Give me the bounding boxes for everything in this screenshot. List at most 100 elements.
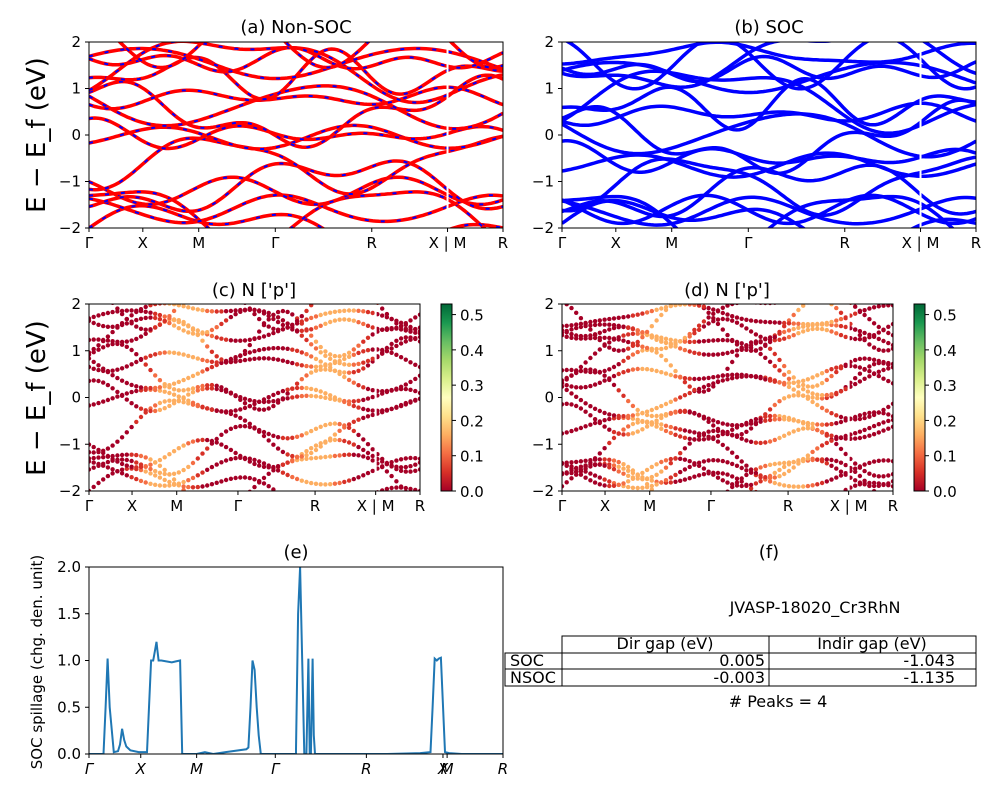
panel-c-point bbox=[129, 401, 134, 406]
panel-c-point bbox=[380, 408, 385, 413]
panel-d-point bbox=[834, 323, 839, 328]
panel-d-point bbox=[588, 323, 593, 328]
panel-d-cbtick-label: 0.1 bbox=[933, 448, 957, 466]
panel-d-point bbox=[668, 475, 673, 480]
panel-c-point bbox=[370, 310, 375, 316]
panel-c-point bbox=[413, 376, 418, 382]
panel-d-point bbox=[564, 387, 569, 393]
panel-c-point bbox=[105, 324, 111, 329]
panel-c-point bbox=[299, 350, 304, 355]
panel-c-point bbox=[110, 396, 115, 401]
panel-d-point bbox=[791, 465, 796, 470]
panel-c-point bbox=[96, 449, 101, 455]
panel-d-cbtick-label: 0.0 bbox=[933, 483, 957, 501]
panel-c-point bbox=[337, 453, 342, 458]
panel-c-point bbox=[261, 481, 267, 486]
panel-c-point bbox=[228, 456, 234, 462]
panel-d-point bbox=[777, 435, 782, 441]
panel-c-point bbox=[167, 383, 172, 388]
panel-d-point bbox=[810, 425, 815, 430]
panel-c-point bbox=[115, 323, 120, 329]
panel-d-point bbox=[838, 414, 844, 420]
panel-d-point bbox=[867, 410, 872, 416]
panel-c-point bbox=[157, 470, 163, 475]
panel-d-point bbox=[711, 418, 716, 423]
panel-c-point bbox=[181, 395, 186, 400]
panel-e-xtick-label: M bbox=[190, 760, 203, 778]
panel-d-point bbox=[626, 355, 631, 360]
panel-d-point bbox=[706, 469, 711, 474]
panel-d-point bbox=[834, 441, 839, 447]
panel-c-point bbox=[167, 320, 172, 326]
panel-d-point bbox=[810, 375, 815, 380]
panel-c-point bbox=[205, 386, 210, 391]
panel-d-point bbox=[621, 348, 626, 353]
panel-d-point bbox=[602, 373, 607, 378]
panel-c-point bbox=[91, 455, 96, 461]
panel-d-point bbox=[815, 321, 820, 327]
panel-c-point bbox=[417, 312, 420, 317]
panel-d-point bbox=[574, 466, 579, 471]
panel-c-point bbox=[101, 345, 106, 350]
panel-c-point bbox=[299, 363, 304, 368]
panel-e-xtick-label: Γ bbox=[271, 760, 281, 778]
panel-d-point bbox=[688, 515, 692, 519]
panel-d-point bbox=[588, 355, 593, 361]
panel-c-point bbox=[417, 339, 420, 344]
panel-d-point bbox=[871, 357, 877, 362]
panel-c-point bbox=[290, 386, 295, 391]
panel-c-point bbox=[148, 408, 153, 414]
panel-d-point bbox=[673, 456, 678, 461]
panel-d-point bbox=[843, 324, 848, 330]
panel-c-point bbox=[124, 344, 129, 349]
panel-c-point bbox=[346, 317, 352, 322]
panel-c-point bbox=[195, 388, 200, 393]
panel-d-point bbox=[782, 471, 787, 477]
panel-d-point bbox=[635, 349, 640, 355]
panel-d-point bbox=[786, 394, 792, 399]
panel-d-point bbox=[630, 367, 636, 372]
panel-c-point bbox=[408, 327, 413, 332]
panel-d-point bbox=[871, 459, 877, 464]
panel-c-point bbox=[252, 311, 257, 317]
panel-c-point bbox=[342, 479, 347, 485]
panel-c-point bbox=[242, 357, 248, 363]
panel-c-point bbox=[332, 421, 338, 426]
panel-c-point bbox=[138, 414, 144, 420]
panel-d-point bbox=[758, 334, 763, 339]
panel-c-point bbox=[190, 475, 196, 481]
panel-c-point bbox=[91, 350, 96, 355]
panel-d-point bbox=[602, 328, 607, 334]
panel-c-point bbox=[134, 352, 139, 357]
panel-d-point bbox=[871, 305, 877, 310]
panel-d-point bbox=[621, 427, 626, 432]
panel-c-point bbox=[252, 461, 257, 467]
panel-c-point bbox=[138, 357, 144, 362]
panel-d-point bbox=[876, 358, 881, 364]
panel-c-point bbox=[105, 310, 111, 316]
panel-c-point bbox=[304, 512, 308, 516]
panel-c-point bbox=[214, 354, 219, 359]
panel-d-point bbox=[696, 351, 702, 356]
panel-d-point bbox=[725, 489, 730, 491]
panel-a-title: (a) Non-SOC bbox=[240, 17, 351, 38]
panel-b-band bbox=[562, 54, 976, 84]
panel-d-point bbox=[588, 404, 593, 409]
panel-c-point bbox=[181, 443, 186, 448]
panel-c-point bbox=[242, 338, 248, 343]
panel-a-band bbox=[89, 193, 503, 225]
panel-d-point bbox=[687, 476, 692, 481]
panel-d-point bbox=[838, 446, 844, 452]
panel-c-point bbox=[190, 390, 196, 395]
panel-d-point bbox=[720, 471, 725, 476]
panel-c-point bbox=[328, 421, 333, 427]
panel-d-point bbox=[649, 421, 654, 426]
panel-d-point bbox=[678, 346, 683, 351]
panel-d-point bbox=[635, 407, 640, 413]
panel-c-point bbox=[271, 433, 276, 438]
panel-c-point bbox=[115, 439, 120, 444]
panel-d-point bbox=[626, 325, 631, 330]
panel-c-point bbox=[200, 331, 205, 336]
panel-c-point bbox=[181, 388, 186, 393]
panel-d-point bbox=[626, 413, 631, 419]
